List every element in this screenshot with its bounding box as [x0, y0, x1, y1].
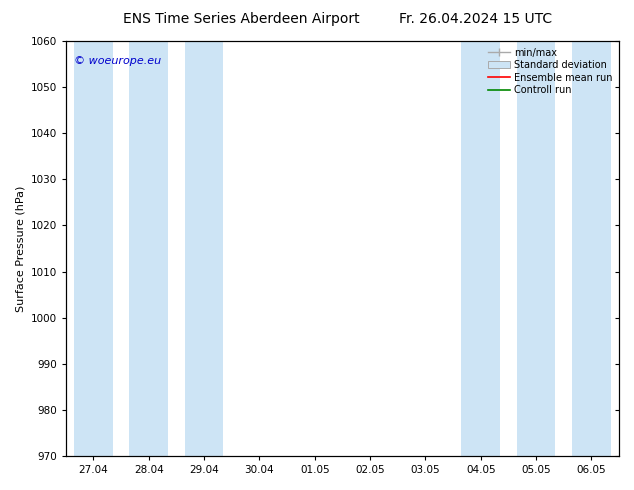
Bar — [572, 41, 611, 456]
Legend: min/max, Standard deviation, Ensemble mean run, Controll run: min/max, Standard deviation, Ensemble me… — [486, 46, 614, 97]
Bar — [462, 41, 500, 456]
Bar — [74, 41, 113, 456]
Y-axis label: Surface Pressure (hPa): Surface Pressure (hPa) — [15, 185, 25, 312]
Bar — [517, 41, 555, 456]
Text: Fr. 26.04.2024 15 UTC: Fr. 26.04.2024 15 UTC — [399, 12, 552, 26]
Bar — [184, 41, 224, 456]
Text: © woeurope.eu: © woeurope.eu — [74, 55, 161, 66]
Bar — [129, 41, 168, 456]
Text: ENS Time Series Aberdeen Airport: ENS Time Series Aberdeen Airport — [122, 12, 359, 26]
